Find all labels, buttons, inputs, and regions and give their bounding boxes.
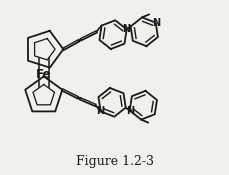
Text: Figure 1.2-3: Figure 1.2-3 — [76, 155, 153, 168]
Polygon shape — [28, 31, 63, 68]
Polygon shape — [98, 88, 125, 117]
Polygon shape — [99, 20, 126, 49]
Text: Fe: Fe — [36, 68, 51, 81]
Polygon shape — [130, 17, 157, 46]
Text: N: N — [151, 18, 159, 28]
Text: N: N — [96, 106, 104, 116]
Text: N: N — [125, 106, 133, 116]
Polygon shape — [129, 91, 156, 120]
Text: N: N — [122, 24, 130, 34]
Polygon shape — [25, 76, 62, 111]
